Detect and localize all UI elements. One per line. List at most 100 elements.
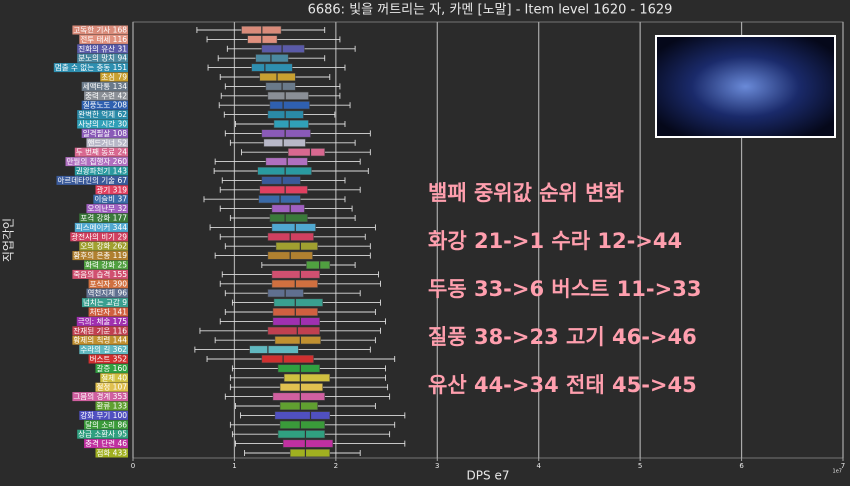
y-tick-label: 절제 40 — [101, 373, 127, 382]
category-label-bg — [72, 392, 128, 402]
box — [267, 91, 309, 100]
category-label-bg — [95, 448, 128, 458]
category-label-bg — [88, 279, 128, 289]
y-tick-label: 수라의 길 362 — [80, 344, 127, 354]
category-label-bg — [70, 232, 128, 242]
category-label-bg — [79, 241, 128, 251]
box — [283, 373, 331, 382]
category-label-bg — [79, 34, 128, 44]
y-tick-label: 초심 79 — [101, 72, 127, 82]
y-tick-label: 진화의 유산 31 — [78, 43, 127, 53]
y-tick-label: 세맥타통 134 — [83, 81, 128, 91]
y-tick-label: 두 번째 동료 24 — [76, 148, 127, 157]
category-label-bg — [79, 213, 128, 223]
y-tick-label: 황후의 은총 119 — [73, 250, 127, 260]
y-tick-label: 만월의 집행자 260 — [67, 156, 128, 166]
box — [271, 270, 320, 279]
y-tick-label: 강화 무기 100 — [80, 410, 127, 420]
box — [277, 430, 325, 439]
category-label-bg — [79, 410, 128, 420]
y-tick-label: 넘치는 교감 9 — [83, 297, 127, 307]
category-label-bg — [81, 128, 128, 138]
box — [279, 383, 323, 392]
category-label-bg — [84, 91, 128, 101]
category-label-bg — [77, 110, 128, 120]
box — [279, 402, 318, 410]
y-tick-label: 극의: 체술 175 — [78, 316, 127, 326]
box — [274, 411, 331, 420]
y-tick-label: 죽음의 습격 155 — [73, 269, 127, 279]
box — [272, 317, 320, 326]
category-label-bg — [84, 260, 128, 270]
box — [273, 120, 309, 128]
box — [275, 242, 318, 251]
box — [259, 185, 308, 194]
y-tick-label: 환류 133 — [97, 401, 128, 411]
y-tick-label: 아르데타인의 기술 67 — [57, 175, 127, 185]
y-tick-label: 사냥의 시간 30 — [78, 119, 127, 129]
category-label-bg — [84, 420, 128, 430]
y-tick-label: 광전사의 비기 29 — [71, 231, 127, 241]
box — [251, 63, 293, 72]
category-label-bg — [93, 194, 128, 204]
y-tick-label: 점화 433 — [97, 448, 128, 458]
x-axis-label: DPS e7 — [467, 469, 510, 483]
box — [277, 364, 320, 373]
y-tick-label: 완벽한 억제 62 — [78, 109, 127, 119]
box — [261, 176, 301, 185]
box — [282, 439, 334, 448]
box — [267, 326, 320, 335]
y-tick-label: 달의 소리 86 — [85, 419, 127, 429]
annotation: 밸패 중위값 순위 변화 — [428, 181, 624, 205]
x-tick-label: 2 — [334, 462, 338, 470]
category-label-bg — [100, 72, 128, 82]
y-tick-label: 절정 107 — [97, 382, 128, 392]
box — [269, 101, 310, 110]
category-label-bg — [72, 269, 128, 279]
y-tick-label: 황제의 칙령 144 — [73, 335, 127, 345]
y-tick-label: 갈증 160 — [97, 364, 128, 373]
annotation: 유산 44->34 전태 45->45 — [428, 373, 697, 397]
y-tick-label: 역천지체 96 — [87, 288, 127, 298]
x-tick-label: 7 — [841, 462, 845, 470]
box — [271, 223, 316, 232]
annotation: 두동 33->6 버스트 11->33 — [428, 277, 701, 301]
image — [655, 35, 836, 138]
box — [261, 355, 314, 363]
category-label-bg — [95, 401, 128, 411]
box — [287, 148, 325, 157]
category-label-bg — [86, 138, 128, 148]
chart-title: 6686: 빛을 꺼트리는 자, 카멘 [노말] - Item level 16… — [308, 3, 673, 18]
y-tick-label: 중력 수련 42 — [85, 90, 127, 100]
box — [272, 392, 325, 401]
y-tick-label: 포식자 390 — [90, 279, 128, 288]
y-tick-label: 권왕파천기 143 — [76, 166, 127, 176]
annotation: 질풍 38->23 고기 46->46 — [428, 325, 697, 349]
y-tick-label: 멈출 수 없는 충동 151 — [55, 62, 127, 72]
y-tick-label: 상급 소환사 95 — [78, 429, 127, 439]
category-label-bg — [88, 354, 128, 364]
x-tick-label: 5 — [638, 462, 642, 470]
category-label-bg — [77, 53, 128, 63]
category-label-bg — [95, 363, 128, 373]
category-label-bg — [76, 316, 128, 326]
category-label-bg — [81, 298, 128, 308]
category-label-bg — [74, 166, 128, 176]
category-label-bg — [95, 185, 128, 195]
box — [265, 82, 296, 91]
category-label-bg — [74, 147, 128, 157]
box — [249, 345, 299, 354]
category-label-bg — [53, 63, 128, 73]
category-label-bg — [72, 25, 128, 35]
y-tick-label: 핸드거너 52 — [87, 137, 127, 147]
category-label-bg — [77, 429, 128, 439]
x-tick-label: 0 — [131, 462, 135, 470]
inset-image — [655, 35, 836, 138]
y-tick-label: 오의난무 32 — [87, 203, 127, 213]
box — [306, 261, 331, 269]
box — [261, 129, 311, 138]
box — [289, 449, 331, 457]
y-tick-label: 이슬비 37 — [94, 194, 127, 204]
